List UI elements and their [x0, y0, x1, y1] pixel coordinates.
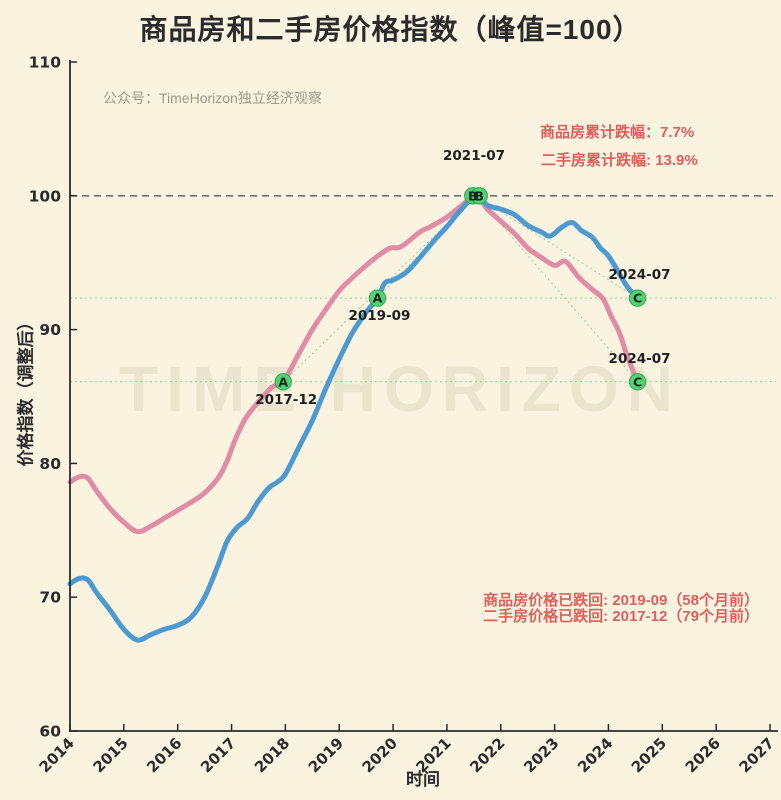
series-line-new-home — [67, 193, 641, 643]
marker-circle-A — [368, 289, 387, 307]
guide-diagonal-3 — [475, 195, 638, 383]
marker-date-label: 2019-09 — [348, 308, 410, 324]
y-tick-label: 60 — [39, 723, 61, 741]
chart-title: 商品房和二手房价格指数（峰值=100） — [139, 14, 642, 45]
marker-letter-A: A — [278, 374, 288, 389]
marker-letter-B: B — [468, 188, 478, 203]
y-tick-label: 70 — [39, 589, 61, 607]
marker-circle-C — [628, 289, 647, 307]
marker-circle-B — [470, 187, 488, 205]
marker-date-label: 2017-12 — [255, 392, 317, 408]
marker-date-label: 2024-07 — [609, 351, 671, 367]
y-tick-label: 100 — [29, 187, 62, 205]
marker-circle-C — [628, 373, 647, 391]
annotation-rollback-secondhand: 二手房价格已跌回: 2017-12（79个月前） — [483, 608, 759, 625]
series-line-secondhand-home — [67, 193, 641, 535]
y-tick-label: 90 — [39, 321, 61, 339]
marker-circle-A — [274, 373, 292, 391]
y-tick-label: 80 — [39, 455, 61, 473]
annotation-new-home-drop: 商品房累计跌幅：7.7% — [540, 124, 695, 141]
y-axis-title: 价格指数（调整后） — [16, 313, 36, 467]
annotation-secondhand-drop: 二手房累计跌幅: 13.9% — [541, 152, 698, 169]
marker-date-label: 2024-07 — [609, 267, 671, 283]
annotation-rollback-block: 商品房价格已跌回: 2019-09（58个月前） 二手房价格已跌回: 2017-… — [483, 593, 759, 625]
marker-letter-A: A — [373, 291, 383, 306]
event-markers: A 2017-12 A 2019-09 BB 2021-07 C 2024-07 C 2024-0… — [255, 148, 670, 408]
series-lines — [67, 193, 641, 643]
marker-letter-B: B — [474, 188, 484, 203]
marker-letter-C: C — [633, 291, 642, 306]
y-tick-label: 110 — [29, 54, 62, 72]
marker-letter-C: C — [633, 374, 642, 389]
wechat-watermark: 公众号：TimeHorizon独立经济观察 — [103, 90, 322, 106]
marker-date-label: 2021-07 — [443, 148, 505, 164]
x-axis-title: 时间 — [406, 770, 440, 789]
annotation-rollback-new: 商品房价格已跌回: 2019-09（58个月前） — [483, 592, 759, 609]
guide-diagonal-2 — [475, 195, 638, 299]
